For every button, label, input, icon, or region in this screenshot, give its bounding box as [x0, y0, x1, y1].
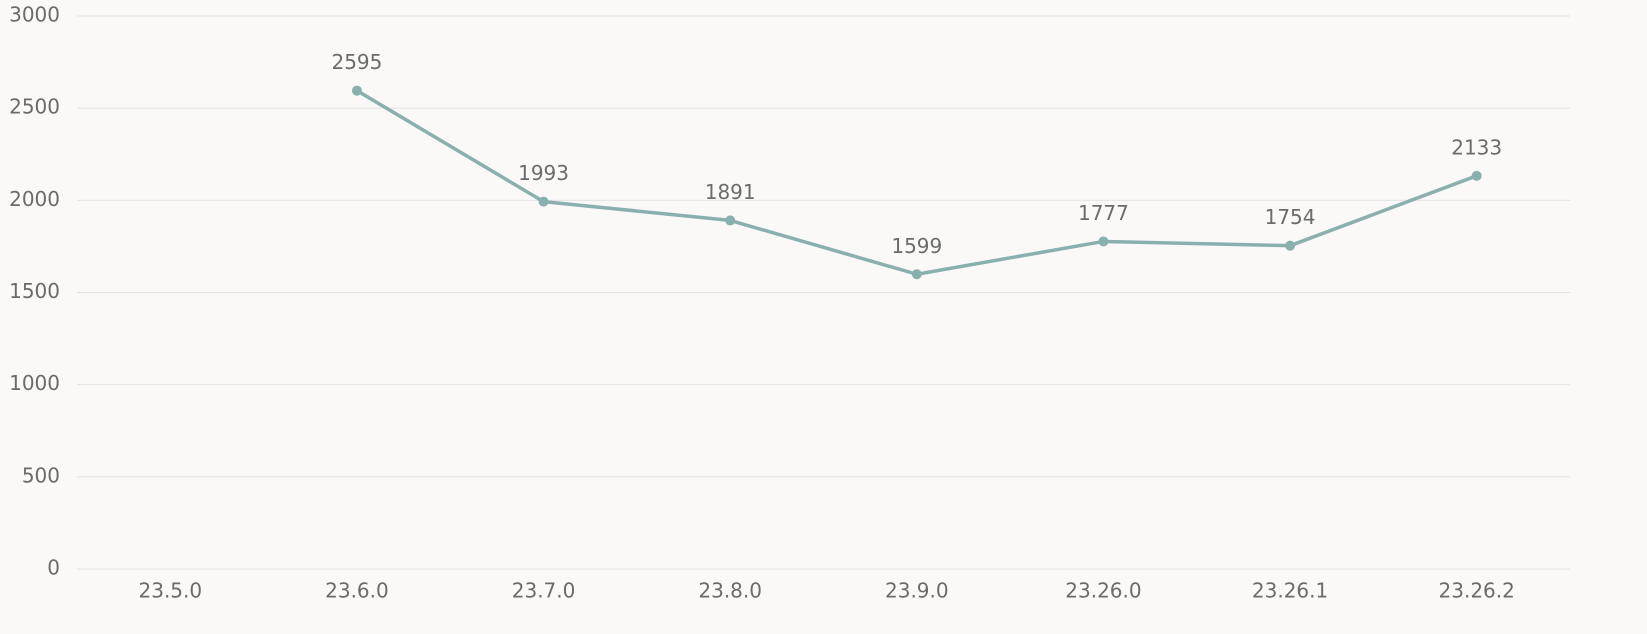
- y-tick-label: 2000: [9, 187, 60, 211]
- y-tick-label: 500: [22, 463, 60, 487]
- y-tick-label: 1000: [9, 371, 60, 395]
- y-tick-label: 0: [47, 556, 60, 580]
- x-tick-label: 23.26.0: [1065, 579, 1141, 603]
- point: [1471, 170, 1482, 181]
- point: [911, 269, 922, 280]
- point: [1098, 236, 1109, 247]
- data-label: 1777: [1078, 201, 1129, 225]
- data-label: 2133: [1451, 135, 1502, 159]
- x-tick-label: 23.7.0: [512, 579, 576, 603]
- data-label: 1599: [891, 234, 942, 258]
- point: [538, 196, 549, 207]
- x-tick-label: 23.9.0: [885, 579, 949, 603]
- data-label: 1891: [705, 180, 756, 204]
- data-label: 1754: [1265, 205, 1316, 229]
- x-tick-label: 23.26.2: [1439, 579, 1515, 603]
- data-label: 1993: [518, 161, 569, 185]
- x-tick-label: 23.6.0: [325, 579, 389, 603]
- point: [1285, 240, 1296, 251]
- x-tick-label: 23.26.1: [1252, 579, 1328, 603]
- x-tick-label: 23.8.0: [698, 579, 762, 603]
- x-tick-label: 23.5.0: [139, 579, 203, 603]
- point: [351, 85, 362, 96]
- point: [725, 215, 736, 226]
- data-label: 2595: [331, 50, 382, 74]
- y-tick-label: 1500: [9, 279, 60, 303]
- y-tick-label: 2500: [9, 95, 60, 119]
- y-tick-label: 3000: [9, 3, 60, 27]
